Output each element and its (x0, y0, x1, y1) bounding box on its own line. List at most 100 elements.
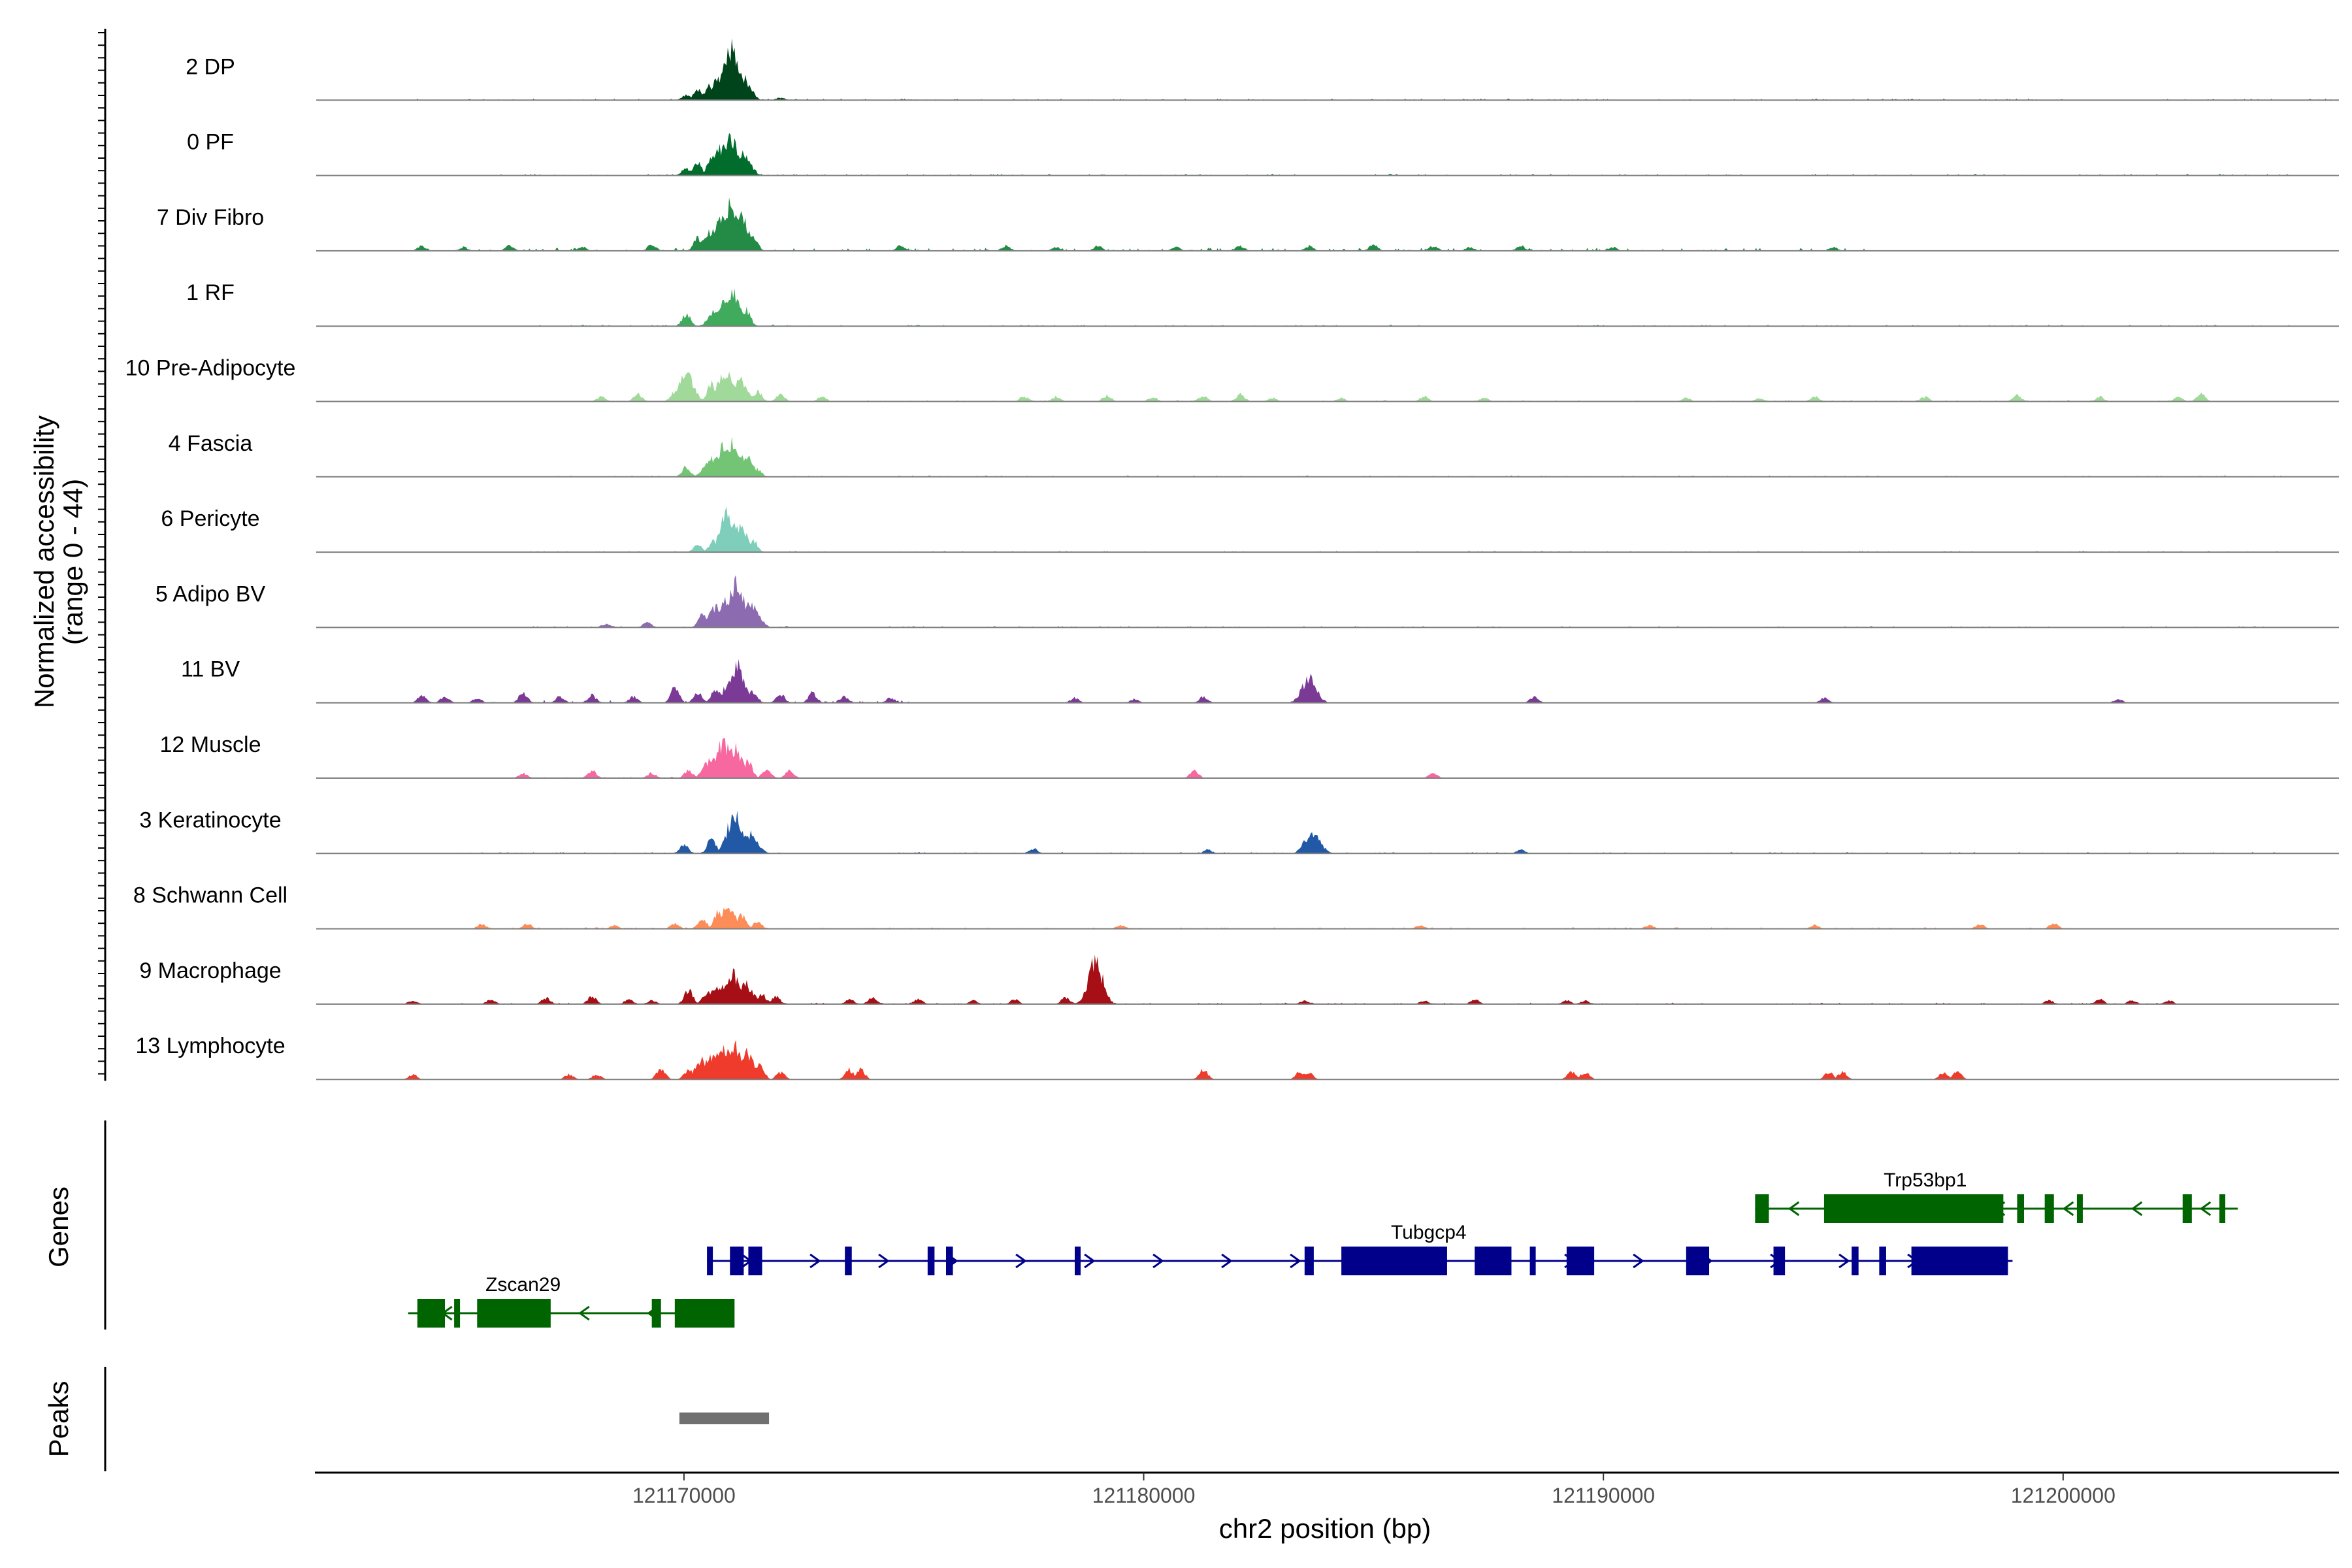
peaks-panel-title: Peaks (43, 1381, 74, 1458)
y-axis-title-line1: Normalized accessibility (29, 416, 59, 708)
track-13-lymphocyte: 13 Lymphocyte (135, 1034, 2339, 1081)
gene-trp53bp1: Trp53bp1 (1755, 1169, 2238, 1223)
track-label: 10 Pre-Adipocyte (125, 356, 296, 381)
track-5-adipo-bv: 5 Adipo BV (155, 575, 2339, 629)
track-signal (316, 1039, 2339, 1080)
track-1-rf: 1 RF (186, 280, 2339, 327)
track-signal (316, 575, 2339, 628)
x-tick-label: 121190000 (1552, 1484, 1655, 1507)
peaks-panel (104, 1367, 770, 1471)
gene-exon (651, 1299, 661, 1328)
x-tick-label: 121200000 (2011, 1484, 2115, 1507)
gene-exon (1686, 1247, 1710, 1275)
gene-exon (845, 1247, 852, 1275)
strand-arrow (2131, 1201, 2143, 1217)
gene-exon (477, 1299, 551, 1328)
gene-exon (945, 1247, 953, 1275)
strand-arrow (809, 1253, 821, 1269)
y-axis-title-line2: (range 0 - 44) (57, 479, 88, 645)
track-12-muscle: 12 Muscle (160, 732, 2339, 779)
track-label: 1 RF (186, 280, 235, 305)
strand-arrow (1084, 1253, 1096, 1269)
gene-exon (1879, 1247, 1886, 1275)
track-label: 12 Muscle (160, 732, 261, 757)
track-label: 0 PF (187, 130, 234, 155)
track-signal (316, 197, 2339, 251)
gene-exon (417, 1299, 446, 1328)
track-signal (316, 955, 2339, 1004)
strand-arrow (1015, 1253, 1027, 1269)
track-label: 9 Macrophage (139, 958, 281, 983)
track-label: 11 BV (181, 657, 240, 682)
strand-arrow (1633, 1253, 1644, 1269)
track-4-fascia: 4 Fascia (169, 431, 2339, 478)
track-7-div-fibro: 7 Div Fibro (157, 197, 2339, 252)
gene-exon (1475, 1247, 1512, 1275)
gene-label: Tubgcp4 (1391, 1222, 1467, 1243)
accessibility-y-axis (98, 29, 106, 1081)
track-0-pf: 0 PF (187, 130, 2339, 176)
gene-exon (2182, 1194, 2192, 1223)
gene-exon (454, 1299, 461, 1328)
gene-exon (1529, 1247, 1536, 1275)
gene-exon (2219, 1194, 2226, 1223)
gene-exon (1304, 1247, 1314, 1275)
track-label: 7 Div Fibro (157, 205, 264, 230)
track-label: 4 Fascia (169, 431, 253, 456)
track-label: 2 DP (186, 54, 235, 79)
gene-exon (748, 1247, 762, 1275)
track-signal (316, 506, 2339, 553)
strand-arrow (2199, 1201, 2212, 1217)
strand-arrow (1221, 1253, 1233, 1269)
track-3-keratinocyte: 3 Keratinocyte (139, 808, 2339, 855)
gene-exon (1566, 1247, 1595, 1275)
peak-region (679, 1413, 770, 1424)
strand-arrow (2062, 1201, 2074, 1217)
x-tick-label: 121170000 (632, 1484, 736, 1507)
track-2-dp: 2 DP (186, 38, 2339, 101)
strand-arrow (1788, 1201, 1800, 1217)
track-6-pericyte: 6 Pericyte (161, 506, 2339, 553)
gene-tubgcp4: Tubgcp4 (707, 1222, 2013, 1275)
track-label: 13 Lymphocyte (135, 1034, 285, 1058)
track-11-bv: 11 BV (181, 657, 2339, 704)
x-axis-title: chr2 position (bp) (1219, 1513, 1431, 1544)
gene-exon (730, 1247, 744, 1275)
gene-exon (2017, 1194, 2025, 1223)
gene-exon (1852, 1247, 1859, 1275)
track-10-pre-adipocyte: 10 Pre-Adipocyte (125, 356, 2339, 402)
gene-exon (1773, 1247, 1786, 1275)
track-label: 3 Keratinocyte (139, 808, 281, 832)
track-9-macrophage: 9 Macrophage (139, 955, 2339, 1005)
gene-exon (1823, 1194, 2004, 1223)
track-signal (316, 738, 2339, 778)
gene-exon (1911, 1247, 2008, 1275)
track-signal (316, 907, 2339, 929)
gene-exon (1341, 1247, 1447, 1275)
gene-exon (927, 1247, 935, 1275)
track-label: 6 Pericyte (161, 506, 259, 531)
gene-exon (2044, 1194, 2054, 1223)
accessibility-tracks: 2 DP 0 PF 7 Div Fibro 1 RF 10 Pre-Adipocyte 4… (125, 38, 2339, 1081)
gene-label: Trp53bp1 (1884, 1169, 1967, 1191)
track-8-schwann-cell: 8 Schwann Cell (133, 883, 2339, 930)
track-label: 5 Adipo BV (155, 581, 266, 606)
track-signal (316, 38, 2339, 101)
genes-panel: Trp53bp1 Tubgcp4 Zscan29 (104, 1120, 2238, 1330)
strand-arrow (878, 1253, 890, 1269)
gene-label: Zscan29 (485, 1274, 561, 1296)
gene-exon (707, 1247, 713, 1275)
strand-arrow (1152, 1253, 1164, 1269)
track-signal (316, 371, 2339, 402)
gene-exon (2076, 1194, 2083, 1223)
strand-arrow (1290, 1253, 1301, 1269)
strand-arrow (1838, 1253, 1850, 1269)
track-signal (316, 659, 2339, 703)
track-label: 8 Schwann Cell (133, 883, 287, 908)
gene-exon (674, 1299, 735, 1328)
strand-arrow (578, 1305, 590, 1321)
x-tick-label: 121180000 (1092, 1484, 1196, 1507)
track-signal (316, 288, 2339, 327)
track-signal (316, 133, 2339, 176)
